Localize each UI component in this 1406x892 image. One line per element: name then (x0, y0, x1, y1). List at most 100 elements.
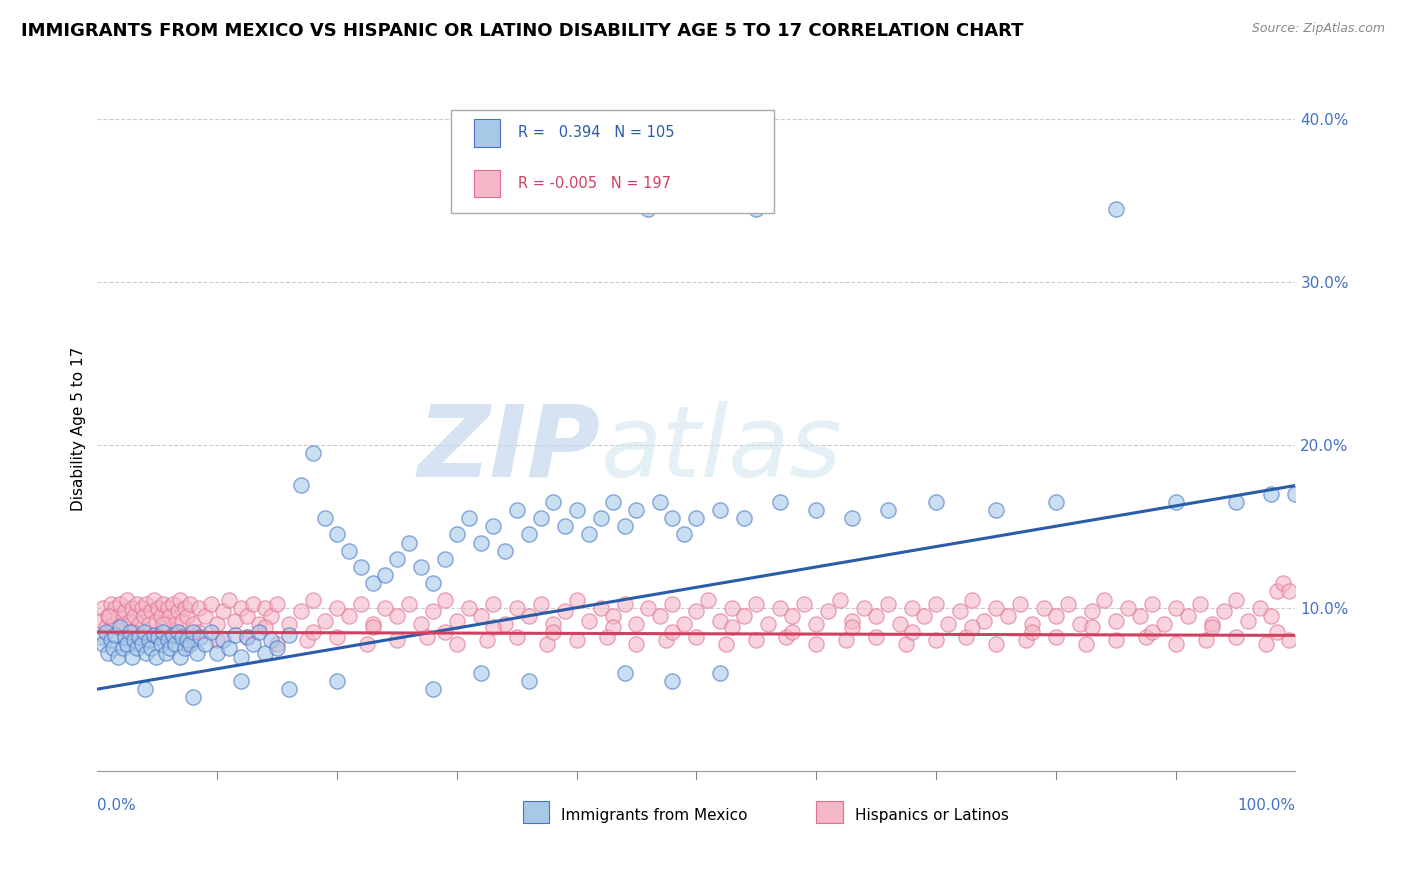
Point (841, 614, 863, 628)
Point (247, 625, 270, 640)
Point (314, 511, 336, 525)
Point (1164, 495, 1187, 509)
Point (205, 633, 228, 648)
Point (409, 560, 432, 574)
Point (111, 641, 134, 656)
Point (131, 600, 153, 615)
Point (356, 636, 378, 650)
Point (554, 604, 576, 618)
Point (236, 630, 259, 644)
Point (138, 617, 160, 632)
Point (1140, 598, 1163, 612)
Point (1225, 592, 1247, 607)
Point (578, 527, 600, 541)
Point (176, 636, 198, 650)
Point (894, 636, 917, 650)
Point (326, 673, 349, 688)
Point (1194, 633, 1216, 648)
Point (117, 636, 139, 650)
Point (278, 682, 301, 697)
Point (172, 614, 194, 628)
Point (949, 604, 972, 618)
Point (132, 608, 155, 623)
FancyBboxPatch shape (817, 801, 842, 823)
Point (302, 625, 325, 640)
Point (936, 617, 959, 632)
Point (1074, 636, 1097, 650)
Point (194, 636, 217, 650)
Text: 0.0%: 0.0% (97, 798, 136, 813)
Point (242, 598, 264, 612)
Point (181, 690, 204, 705)
Point (326, 527, 349, 541)
Text: IMMIGRANTS FROM MEXICO VS HISPANIC OR LATINO DISABILITY AGE 5 TO 17 CORRELATION : IMMIGRANTS FROM MEXICO VS HISPANIC OR LA… (21, 22, 1024, 40)
Point (148, 600, 170, 615)
Point (865, 608, 887, 623)
Point (166, 625, 188, 640)
Point (806, 617, 828, 632)
Point (733, 511, 755, 525)
Point (1225, 630, 1247, 644)
Point (541, 625, 564, 640)
Point (224, 628, 246, 642)
Point (1153, 617, 1175, 632)
Point (165, 636, 187, 650)
Text: atlas: atlas (600, 401, 842, 498)
Point (114, 630, 136, 644)
Point (1267, 625, 1289, 640)
Point (530, 511, 553, 525)
Point (1032, 600, 1054, 615)
Point (775, 630, 797, 644)
Point (1140, 625, 1163, 640)
Point (565, 503, 588, 517)
Point (565, 633, 588, 648)
Point (554, 519, 576, 533)
Point (613, 598, 636, 612)
Point (374, 568, 396, 582)
Point (1249, 600, 1271, 615)
Point (655, 633, 678, 648)
Point (830, 592, 852, 607)
Point (260, 633, 283, 648)
Point (337, 608, 360, 623)
Point (172, 630, 194, 644)
Point (697, 592, 720, 607)
Point (769, 495, 792, 509)
Point (254, 600, 277, 615)
Point (205, 646, 228, 660)
Point (118, 625, 141, 640)
Point (107, 649, 129, 664)
Point (205, 617, 228, 632)
Point (290, 604, 312, 618)
Point (278, 617, 301, 632)
Point (1021, 625, 1043, 640)
Text: ZIP: ZIP (418, 401, 600, 498)
Point (350, 560, 373, 574)
Point (94, 625, 117, 640)
Point (93, 600, 115, 615)
Point (1164, 636, 1187, 650)
Point (145, 614, 167, 628)
Point (470, 608, 492, 623)
Point (1164, 600, 1187, 615)
Point (97, 646, 120, 660)
Point (93, 636, 115, 650)
Point (541, 617, 564, 632)
Y-axis label: Disability Age 5 to 17: Disability Age 5 to 17 (72, 346, 86, 510)
Point (97, 608, 120, 623)
Point (756, 617, 779, 632)
Point (247, 617, 270, 632)
Point (422, 604, 444, 618)
Point (709, 503, 731, 517)
Point (1284, 486, 1306, 500)
Point (733, 608, 755, 623)
Point (409, 617, 432, 632)
Point (224, 614, 246, 628)
Point (90, 630, 112, 644)
Point (925, 598, 948, 612)
Point (141, 604, 163, 618)
Point (793, 598, 815, 612)
Point (149, 608, 172, 623)
Point (1105, 633, 1128, 648)
Point (745, 598, 768, 612)
